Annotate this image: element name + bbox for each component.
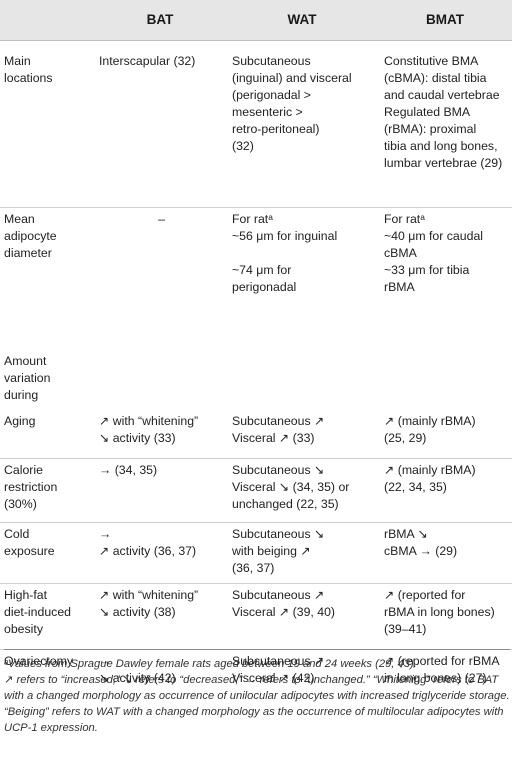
header-row-label (0, 0, 94, 41)
wat-cell: For ratᵃ ~56 μm for inguinal ~74 μm for … (232, 211, 338, 294)
bat-cell: → ↘ activity (42) (99, 653, 176, 685)
bmat-cell: ↗ (mainly rBMA) (25, 29) (378, 410, 512, 459)
wat-cell: Subcutaneous (inguinal) and visceral (pe… (226, 40, 378, 208)
bmat-cell: rBMA ↘ cBMA → (29) (378, 522, 512, 584)
wat-cell: Subcutaneous ↗ Visceral ↗ (39, 40) (226, 583, 378, 650)
header-wat: WAT (226, 0, 378, 41)
table-row: Main locations Interscapular (32) Subcut… (0, 40, 512, 208)
row-label: Mean adipocyte diameter (4, 211, 57, 260)
wat-cell: Subcutaneous ↘ Visceral ↘ (34, 35) or un… (226, 458, 378, 523)
table-footnotes: ᵃValues from Sprague Dawley female rats … (4, 649, 510, 736)
bmat-cell: ↗ (mainly rBMA) (22, 34, 35) (378, 458, 512, 523)
wat-cell: Subcutaneous ↘ with beiging ↗ (36, 37) (226, 522, 378, 584)
footnote-a: ᵃValues from Sprague Dawley female rats … (4, 658, 417, 670)
bat-cell: → (34, 35) (94, 458, 226, 523)
header-bat: BAT (94, 0, 226, 41)
bmat-cell: ↗ (reported for rBMA in long bones) (27) (384, 653, 500, 685)
bmat-cell: ↗ (reported for rBMA in long bones) (39–… (378, 583, 512, 650)
bat-cell: ↗ with “whitening” ↘ activity (33) (94, 410, 226, 459)
bmat-cell: Constitutive BMA (cBMA): distal tibia an… (378, 40, 512, 208)
header-bmat: BMAT (378, 0, 512, 41)
row-label: Cold exposure (0, 522, 94, 584)
table-header-row: BAT WAT BMAT (0, 0, 512, 41)
bat-cell: – (158, 211, 165, 226)
wat-cell: Subcutaneous ↗ Visceral ↗ (42) (232, 653, 325, 685)
bat-cell: → ↗ activity (36, 37) (94, 522, 226, 584)
table-row: Cold exposure → ↗ activity (36, 37) Subc… (0, 522, 512, 584)
row-label: Aging (0, 410, 94, 459)
row-label: Ovariectomy (4, 653, 74, 668)
table-row: Amount variation during (0, 350, 512, 410)
row-label: Amount variation during (4, 354, 51, 402)
bat-cell: ↗ with “whitening” ↘ activity (38) (94, 583, 226, 650)
bmat-cell (378, 350, 512, 410)
wat-cell: Subcutaneous ↗ Visceral ↗ (33) (226, 410, 378, 459)
wat-cell (226, 350, 378, 410)
table-row: Mean adipocyte diameter – For ratᵃ ~56 μ… (0, 207, 512, 350)
row-label: High-fat diet-induced obesity (0, 583, 94, 650)
table-row: Calorie restriction (30%) → (34, 35) Sub… (0, 458, 512, 523)
bat-cell: Interscapular (32) (94, 40, 226, 208)
footnote-legend: ↗ refers to “increased,” ↘ refers to “de… (4, 674, 510, 734)
row-label: Main locations (0, 40, 94, 208)
table-row: Ovariectomy → ↘ activity (42) Subcutaneo… (0, 649, 512, 703)
bmat-cell: For ratᵃ ~40 μm for caudal cBMA ~33 μm f… (384, 211, 484, 294)
bat-cell (94, 350, 226, 410)
table-row: Aging ↗ with “whitening” ↘ activity (33)… (0, 410, 512, 459)
row-label: Calorie restriction (30%) (0, 458, 94, 523)
adipose-comparison-table: BAT WAT BMAT Main locations Interscapula… (0, 0, 512, 703)
table-row: High-fat diet-induced obesity ↗ with “wh… (0, 583, 512, 650)
